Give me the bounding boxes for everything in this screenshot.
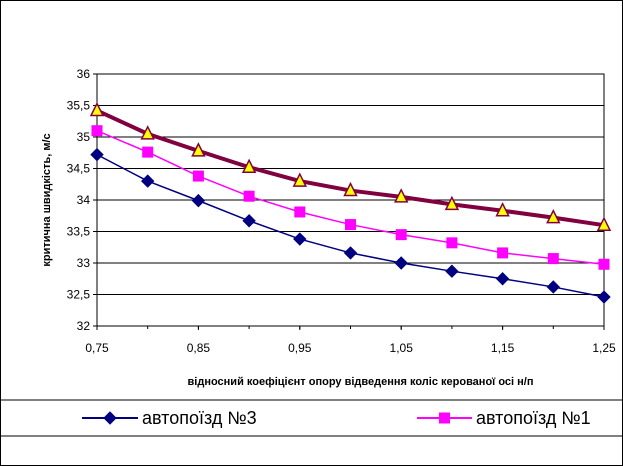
y-tick-label: 35,5 (67, 99, 91, 113)
y-tick-label: 34 (77, 193, 91, 207)
series-3-point (191, 142, 206, 157)
y-axis-title: критична швидкість, м/с (41, 133, 53, 266)
y-tick-label: 32,5 (67, 288, 91, 302)
x-axis-title: відносний коефіцієнт опору відведення ко… (188, 376, 534, 388)
series-3-point (444, 195, 460, 211)
series-2-point (192, 170, 204, 182)
series-3-point (343, 181, 358, 197)
y-tick-label: 36 (77, 67, 91, 81)
series-1-point (546, 280, 561, 294)
series-line-3 (96, 108, 605, 228)
series-1-point (394, 256, 408, 270)
x-tick-label: 1,25 (592, 341, 616, 355)
series-3-point (89, 101, 105, 117)
y-tick-label: 32 (77, 319, 91, 333)
x-tick-label: 0,95 (288, 341, 312, 355)
legend-marker-1 (103, 411, 117, 425)
series-1-point (140, 174, 155, 188)
series-2-point (446, 237, 458, 249)
series-3-point (596, 216, 612, 231)
series-3-point (546, 208, 561, 224)
series-1-point (242, 214, 256, 228)
y-tick-label: 34,5 (67, 162, 91, 176)
series-3-point (292, 172, 308, 187)
x-tick-label: 0,85 (187, 341, 211, 355)
x-tick-label: 1,15 (491, 341, 515, 355)
series-3-point (495, 202, 510, 217)
series-2-point (142, 146, 154, 158)
series-3-point (393, 188, 409, 203)
series-3-point (140, 125, 155, 140)
series-1-point (445, 264, 459, 278)
legend-label-2: автопоїзд №1 (476, 408, 591, 428)
series-1-point (191, 193, 206, 208)
series-3-point (241, 158, 257, 173)
legend-label-1: автопоїзд №3 (142, 408, 257, 428)
legend-marker-2 (439, 412, 450, 424)
x-tick-label: 0,75 (85, 341, 109, 355)
series-2-point (243, 190, 255, 202)
series-1-point (90, 147, 104, 162)
y-tick-label: 33 (77, 256, 91, 270)
series-2-point (345, 219, 356, 231)
series-1-point (343, 246, 358, 260)
series-2-point (294, 206, 306, 218)
series-2-point (395, 229, 407, 241)
series-2-point (547, 253, 559, 265)
y-tick-label: 33,5 (67, 225, 91, 239)
series-2-point (91, 125, 103, 137)
series-line-2 (96, 130, 605, 266)
series-1-point (495, 272, 510, 286)
series-1-point (293, 232, 307, 246)
y-tick-label: 35 (77, 130, 91, 144)
series-2-point (598, 258, 610, 270)
x-tick-label: 1,05 (390, 341, 414, 355)
series-2-point (497, 247, 509, 259)
series-1-point (597, 290, 611, 304)
